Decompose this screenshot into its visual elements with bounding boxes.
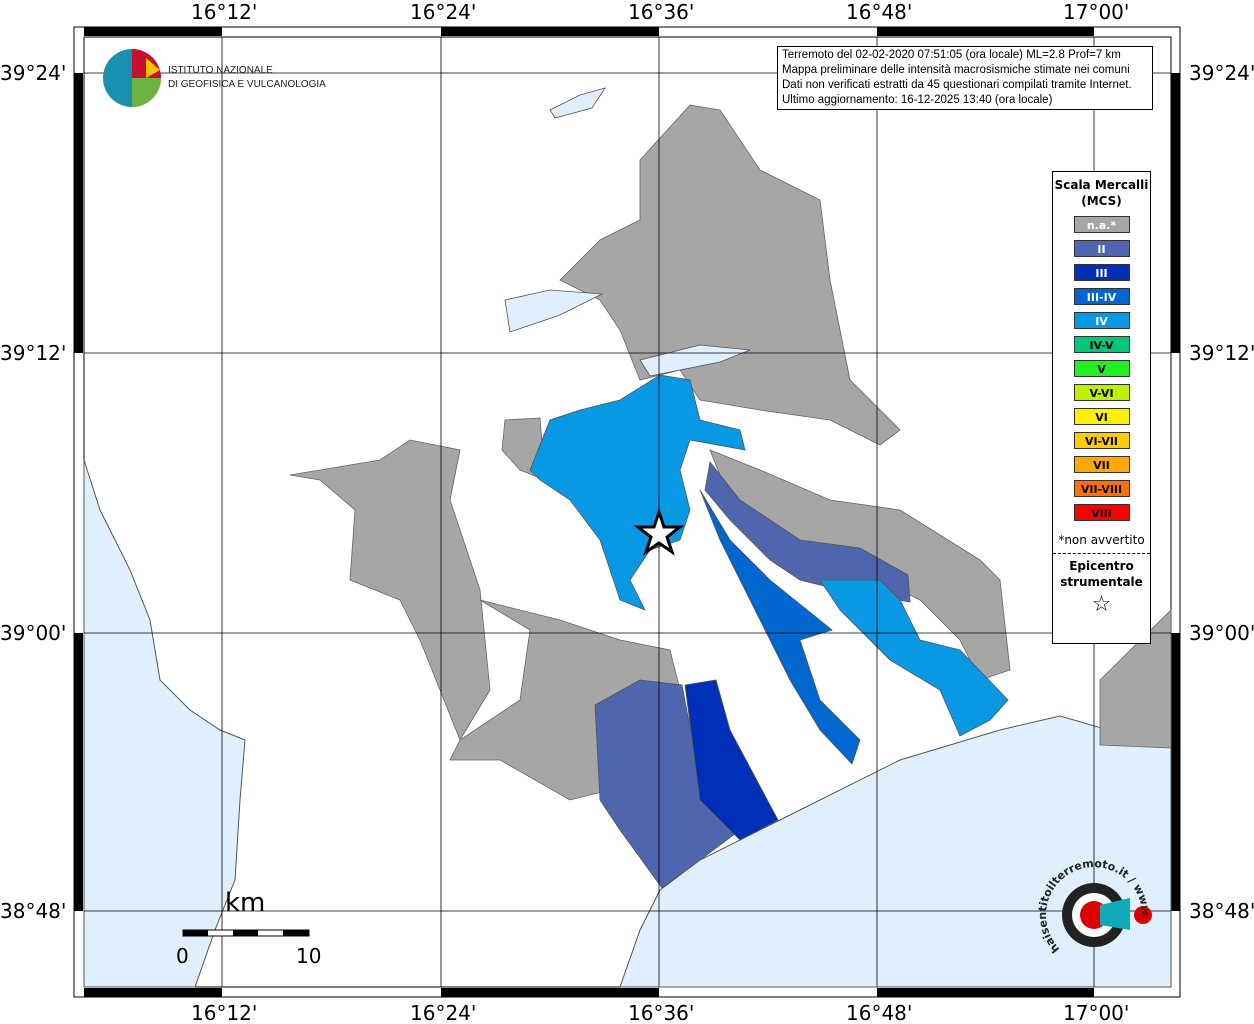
haisentito-logo <box>1062 883 1152 947</box>
map-description: Mappa preliminare delle intensità macros… <box>782 64 1130 76</box>
lon-label-bottom: 16°48' <box>846 1001 913 1024</box>
data-note: Dati non verificati estratti da 45 quest… <box>782 79 1132 91</box>
legend-swatch-vii-viii: VII-VIII <box>1073 480 1130 497</box>
legend-swatch-v-vi: V-VI <box>1073 384 1130 401</box>
event-info-box: Terremoto del 02-02-2020 07:51:05 (ora l… <box>777 46 1153 110</box>
lon-label-bottom: 16°24' <box>410 1001 477 1024</box>
lon-label-bottom: 17°00' <box>1063 1001 1130 1024</box>
ingv-globe-icon <box>103 49 161 107</box>
legend-swatch-viii: VIII <box>1073 504 1130 521</box>
event-title: Terremoto del 02-02-2020 07:51:05 (ora l… <box>782 49 1121 61</box>
region-iii-iv <box>699 489 861 765</box>
mcs-legend: Scala Mercalli (MCS) n.a.* II III III-IV IV I… <box>1052 171 1151 644</box>
sea-south <box>619 715 1172 988</box>
ingv-line1: ISTITUTO NAZIONALE <box>168 65 273 76</box>
legend-swatch-vi-vii: VI-VII <box>1073 432 1130 449</box>
lon-label-bottom: 16°12' <box>191 1001 258 1024</box>
legend-note: *non avvertito <box>1058 533 1145 547</box>
legend-swatch-iii-iv: III-IV <box>1073 288 1130 305</box>
region-iv-southeast <box>819 579 1009 737</box>
lon-label-top: 16°48' <box>846 0 913 24</box>
scale-min: 0 <box>176 944 189 968</box>
sea-west <box>83 459 246 988</box>
lon-label-top: 17°00' <box>1063 0 1130 24</box>
legend-title: Scala Mercalli (MCS) <box>1054 178 1149 208</box>
region-iii-south <box>684 679 779 841</box>
legend-swatches: n.a.* II III III-IV IV IV-V V V-VI VI VI-VII VII VI… <box>1053 216 1150 521</box>
legend-swatch-na: n.a.* <box>1073 216 1130 233</box>
lat-label-right: 39°24' <box>1189 61 1254 85</box>
region-ii-south <box>594 679 741 889</box>
lon-label-top: 16°24' <box>410 0 477 24</box>
epicenter-star-icon <box>633 507 685 556</box>
legend-swatch-v: V <box>1073 360 1130 377</box>
lon-label-bottom: 16°36' <box>628 1001 695 1024</box>
lat-label-right: 39°12' <box>1189 341 1254 365</box>
last-update: Ultimo aggiornamento: 16-12-2025 13:40 (… <box>782 94 1053 106</box>
lat-label-right: 38°48' <box>1189 899 1254 923</box>
lon-label-top: 16°36' <box>628 0 695 24</box>
scale-bar <box>182 929 310 937</box>
legend-star-icon: ☆ <box>1091 592 1112 617</box>
legend-swatch-vi: VI <box>1073 408 1130 425</box>
legend-swatch-iii: III <box>1073 264 1130 281</box>
legend-divider <box>1053 553 1150 554</box>
lat-label-left: 38°48' <box>0 899 67 923</box>
lat-label-right: 39°00' <box>1189 621 1254 645</box>
ingv-line2: DI GEOFISICA E VULCANOLOGIA <box>168 79 326 90</box>
scale-unit: km <box>225 888 266 918</box>
frame-ticks <box>74 27 1180 997</box>
lat-label-left: 39°12' <box>0 341 67 365</box>
lat-label-left: 39°24' <box>0 61 67 85</box>
ingv-logo-text: ISTITUTO NAZIONALE DI GEOFISICA E VULCAN… <box>168 64 326 92</box>
legend-swatch-vii: VII <box>1073 456 1130 473</box>
epicenter-label: Epicentro strumentale <box>1060 559 1143 589</box>
lon-label-top: 16°12' <box>191 0 258 24</box>
legend-swatch-iv-v: IV-V <box>1073 336 1130 353</box>
legend-swatch-ii: II <box>1073 240 1130 257</box>
lat-label-left: 39°00' <box>0 621 67 645</box>
region-iv-north <box>529 374 746 611</box>
scale-max: 10 <box>296 944 322 968</box>
legend-swatch-iv: IV <box>1073 312 1130 329</box>
